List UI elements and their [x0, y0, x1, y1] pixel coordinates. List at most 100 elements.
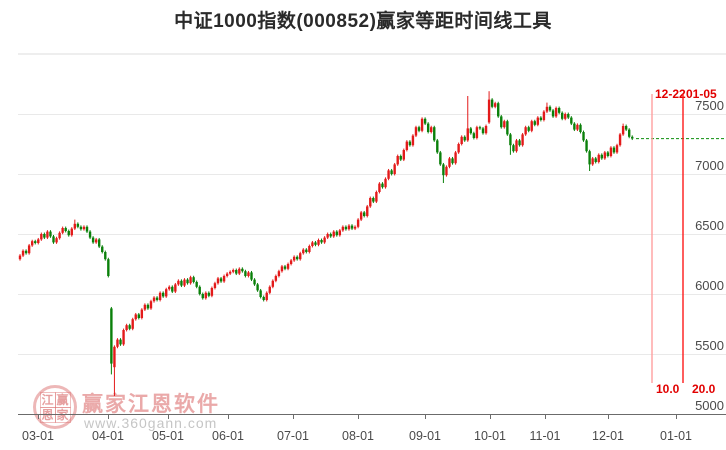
y-axis-label: 7000 [695, 158, 724, 173]
x-axis-label: 01-01 [660, 429, 692, 443]
candle-body [347, 225, 351, 230]
candle-body [18, 255, 22, 260]
candle-body [585, 140, 588, 152]
candle-body [390, 170, 393, 174]
y-axis-label: 6500 [695, 218, 724, 233]
x-axis-label: 05-01 [152, 429, 184, 443]
candle-body [557, 108, 561, 113]
candle-body [88, 231, 92, 238]
candle-body [140, 309, 144, 318]
candle-body [119, 339, 122, 345]
candle-body [369, 198, 372, 207]
candle-body [475, 127, 479, 138]
candle-body [542, 111, 546, 120]
candle-body [283, 266, 287, 269]
candle-body [509, 134, 512, 146]
watermark-url-text: www.360gann.com [84, 415, 218, 431]
candle-body [43, 234, 46, 238]
candle-body [539, 117, 543, 120]
candle-body [353, 226, 357, 229]
candle-body [396, 156, 399, 165]
candle-body [621, 126, 625, 135]
candle-body [515, 140, 518, 152]
candle-body [594, 158, 597, 162]
candle-body [451, 158, 454, 164]
candle-body [305, 249, 308, 252]
candle-body [445, 166, 448, 176]
candle-body [253, 279, 256, 285]
candle-body [399, 156, 402, 160]
candle-body [393, 164, 396, 174]
candle-body [481, 128, 485, 134]
candle-body [497, 103, 500, 117]
candle-body [405, 141, 409, 150]
x-axis-label: 07-01 [277, 429, 309, 443]
candle-body [250, 272, 253, 280]
candle-body [125, 325, 128, 330]
candle-body [615, 145, 619, 153]
candle-body [402, 150, 405, 160]
candle-body [192, 277, 195, 282]
candle-body [161, 292, 165, 297]
candle-body [46, 231, 49, 238]
candle-body [198, 286, 201, 294]
candle-body [165, 289, 168, 297]
candle-body [228, 271, 232, 274]
candle-body [24, 250, 28, 254]
y-axis-label: 6000 [695, 278, 724, 293]
candle-body [460, 136, 463, 144]
watermark-seal-grid: 江 赢 恩 家 [39, 391, 71, 423]
candle-body [332, 231, 335, 237]
candle-body [34, 241, 37, 243]
candle-body [201, 294, 204, 299]
x-axis-label: 03-01 [22, 429, 54, 443]
candle-body [235, 270, 238, 274]
candle-body [439, 152, 442, 165]
candle-body [618, 134, 622, 146]
candle-body [131, 319, 134, 329]
candle-body [128, 325, 131, 329]
candle-body [323, 237, 326, 243]
candle-body [232, 270, 235, 272]
candle-body [567, 114, 570, 118]
candle-body [104, 252, 107, 260]
candle-body [338, 230, 342, 236]
candle-body [436, 140, 439, 153]
candle-body [122, 330, 125, 345]
candle-body [463, 136, 466, 141]
candle-body [484, 126, 488, 134]
candle-body [417, 127, 421, 131]
candle-body [375, 192, 378, 202]
candle-body [262, 297, 265, 300]
candle-body [183, 279, 186, 286]
timeline-value-label: 20.0 [692, 382, 716, 396]
candle-body [579, 124, 582, 132]
candle-body [314, 242, 317, 245]
candle-body [101, 246, 104, 252]
candle-body [512, 145, 515, 152]
candle-body [362, 212, 366, 216]
candle-body [225, 273, 229, 276]
candle-body [27, 245, 31, 254]
candle-body [247, 272, 250, 276]
candle-body [244, 271, 247, 276]
candle-body [426, 123, 430, 132]
candle-body [420, 118, 424, 131]
candle-body [302, 249, 305, 254]
candle-body [64, 228, 67, 231]
x-axis-label: 10-01 [474, 429, 506, 443]
candle-body [134, 314, 137, 320]
candle-body [378, 183, 381, 192]
candle-body [67, 231, 70, 236]
candle-body [582, 132, 585, 141]
candle-body [387, 170, 390, 179]
candle-body [174, 284, 177, 292]
candle-body [222, 276, 226, 282]
candle-body [280, 266, 284, 272]
timeline-date-label: 12-22 [655, 87, 686, 101]
candle-body [152, 297, 156, 302]
candle-body [381, 183, 384, 188]
candle-body [289, 260, 293, 264]
candle-body [530, 121, 533, 131]
candle-body [527, 127, 530, 131]
